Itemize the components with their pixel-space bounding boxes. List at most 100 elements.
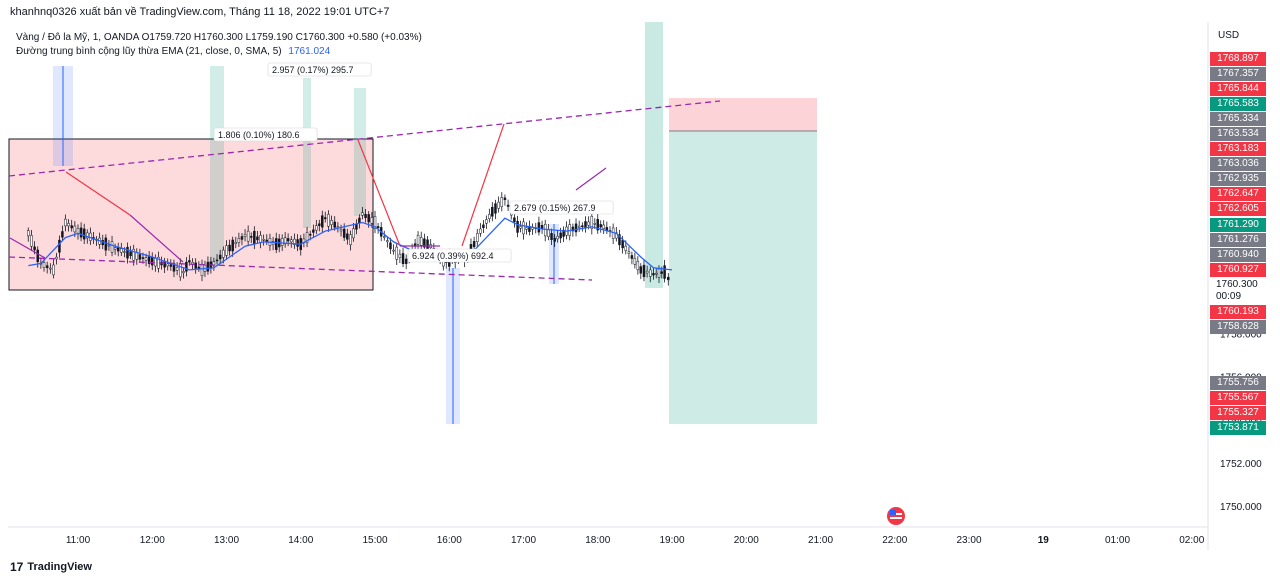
range-box [8,138,374,291]
x-tick-label: 23:00 [956,535,981,546]
y-tick-label: 1752.000 [1220,459,1262,470]
candle-body [494,203,497,214]
candle-body [166,263,169,267]
candle-body [293,238,296,245]
swing-line-6 [575,167,607,191]
x-tick-label: 21:00 [808,535,833,546]
candle-body [67,223,70,227]
price-axis-label: 1761.276 [1210,233,1266,247]
candle-body [404,258,408,264]
price-axis-label: 1755.567 [1210,391,1266,405]
price-axis-label: 1762.647 [1210,187,1266,201]
candle-body [126,246,129,259]
candle-body [318,223,321,226]
x-tick-label: 12:00 [140,535,165,546]
candle-body [315,225,318,231]
candle-body [259,235,262,243]
candle-body [398,253,402,258]
candle-body [228,244,231,252]
x-tick-label: 19 [1038,535,1050,546]
candle-body [482,224,485,228]
price-axis-label: 1758.628 [1210,320,1266,334]
tradingview-footer[interactable]: 17 TradingView [10,560,92,574]
candle-body [361,212,364,216]
candle-body [339,228,343,232]
candle-body [373,216,377,229]
candle-body [286,238,290,242]
candle-body [497,201,500,209]
candle-body [537,222,541,233]
candle-body [346,233,349,240]
candle-body [639,266,643,274]
candle-body [64,218,67,227]
time-highlight [645,22,663,288]
candle-body [256,236,259,241]
candle-body [500,197,504,207]
candle-body [30,235,33,247]
ema-label: Đường trung bình cộng lũy thừa EMA (21, … [16,46,282,57]
candle-body [138,254,142,260]
candle-body [667,276,670,281]
candle-body [42,262,46,268]
candle-body [82,228,86,240]
candle-body [194,262,197,269]
candle-body [185,261,188,272]
last-price-readout: 1760.300 00:09 [1216,279,1258,303]
candle-body [624,245,628,251]
candle-body [107,244,111,247]
candle-body [370,217,374,224]
candle-body [333,221,336,228]
candle-body [200,263,204,276]
candle-body [290,239,293,243]
candle-body [234,242,238,244]
us-flag-event-icon[interactable] [887,507,905,525]
candle-body [296,239,299,247]
candle-body [52,264,55,276]
candle-body [253,230,256,245]
candle-body [58,239,61,253]
swing-line-3 [357,139,401,247]
candle-body [663,265,666,279]
candle-body [472,241,476,248]
price-axis-label: 1762.935 [1210,172,1266,186]
candle-body [188,260,191,263]
candle-body [104,237,108,251]
x-tick-label: 19:00 [659,535,684,546]
candle-body [636,261,640,271]
stop-loss-zone [669,98,817,131]
candle-body [419,237,423,246]
candle-body [621,239,624,249]
candle-body [330,220,333,225]
price-axis-label: 1765.334 [1210,112,1266,126]
candle-body [308,233,312,236]
ema-legend-row: Đường trung bình cộng lũy thừa EMA (21, … [16,45,422,59]
x-tick-label: 13:00 [214,535,239,546]
candle-body [401,253,405,264]
candle-body [182,271,185,273]
price-axis-label: 1762.605 [1210,202,1266,216]
candle-body [540,225,544,229]
candle-body [395,246,398,260]
candle-body [283,237,287,245]
candle-body [141,257,145,259]
ema-value: 1761.024 [288,46,331,57]
candle-body [135,252,139,260]
swing-line-2 [129,214,184,263]
candle-body [327,214,330,227]
x-tick-label: 18:00 [585,535,610,546]
candle-body [376,226,380,229]
candle-body [262,239,265,241]
measure-label-bg-3 [407,248,512,263]
candle-body [305,232,309,243]
candle-body [218,254,222,260]
candle-body [175,267,179,271]
last-price-value: 1760.300 [1216,279,1258,290]
x-tick-label: 02:00 [1179,535,1204,546]
price-axis-label: 1760.193 [1210,305,1266,319]
candle-body [151,257,154,266]
candle-body [654,272,658,275]
measure-label-0: 1.806 (0.10%) 180.6 [218,130,300,140]
candle-body [206,261,210,272]
candle-body [525,227,528,230]
